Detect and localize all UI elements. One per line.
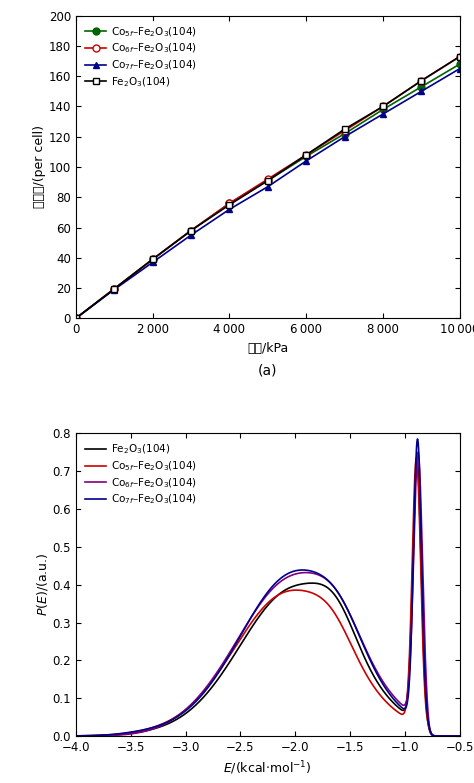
- Co$_{6f}$–Fe$_2$O$_3$(104): [249, 611, 255, 620]
- Fe$_2$O$_3$(104): [457, 731, 463, 741]
- Co$_{5f}$–Fe$_2$O$_3$(104): [265, 176, 271, 186]
- Line: Co$_{6f}$–Fe$_2$O$_3$(104): Co$_{6f}$–Fe$_2$O$_3$(104): [76, 452, 460, 736]
- Co$_{7f}$–Fe$_2$O$_3$(104): [457, 731, 463, 741]
- Co$_{6f}$–Fe$_2$O$_3$(104): [188, 226, 194, 235]
- Line: Fe$_2$O$_3$(104): Fe$_2$O$_3$(104): [73, 53, 463, 322]
- Text: (a): (a): [258, 364, 278, 377]
- Co$_{5f}$–Fe$_2$O$_3$(104): [414, 453, 419, 463]
- Co$_{5f}$–Fe$_2$O$_3$(104): [260, 604, 265, 613]
- Co$_{5f}$–Fe$_2$O$_3$(104): [249, 617, 255, 626]
- Co$_{6f}$–Fe$_2$O$_3$(104): [150, 254, 155, 264]
- Co$_{5f}$–Fe$_2$O$_3$(104): [188, 226, 194, 235]
- Co$_{7f}$–Fe$_2$O$_3$(104): [265, 182, 271, 191]
- Co$_{7f}$–Fe$_2$O$_3$(104): [73, 731, 79, 741]
- Co$_{6f}$–Fe$_2$O$_3$(104): [111, 284, 117, 294]
- Co$_{6f}$–Fe$_2$O$_3$(104): [260, 596, 265, 605]
- Co$_{7f}$–Fe$_2$O$_3$(104): [303, 157, 309, 166]
- Co$_{5f}$–Fe$_2$O$_3$(104): [457, 60, 463, 69]
- Co$_{7f}$–Fe$_2$O$_3$(104): [249, 611, 255, 620]
- Fe$_2$O$_3$(104): [414, 458, 420, 467]
- Fe$_2$O$_3$(104): [375, 679, 381, 688]
- Fe$_2$O$_3$(104): [265, 176, 271, 186]
- Co$_{5f}$–Fe$_2$O$_3$(104): [380, 105, 386, 114]
- Co$_{7f}$–Fe$_2$O$_3$(104): [415, 435, 420, 444]
- Fe$_2$O$_3$(104): [419, 76, 424, 85]
- Co$_{5f}$–Fe$_2$O$_3$(104): [73, 314, 79, 323]
- Co$_{7f}$–Fe$_2$O$_3$(104): [380, 110, 386, 119]
- Fe$_2$O$_3$(104): [249, 622, 255, 631]
- Fe$_2$O$_3$(104): [150, 254, 155, 264]
- Co$_{6f}$–Fe$_2$O$_3$(104): [73, 731, 79, 741]
- Fe$_2$O$_3$(104): [188, 226, 194, 235]
- Co$_{6f}$–Fe$_2$O$_3$(104): [415, 447, 421, 456]
- Fe$_2$O$_3$(104): [446, 731, 452, 741]
- Y-axis label: $P(E)$/(a.u.): $P(E)$/(a.u.): [35, 553, 50, 616]
- Co$_{6f}$–Fe$_2$O$_3$(104): [419, 76, 424, 85]
- Co$_{6f}$–Fe$_2$O$_3$(104): [73, 314, 79, 323]
- Legend: Fe$_2$O$_3$(104), Co$_{5f}$–Fe$_2$O$_3$(104), Co$_{6f}$–Fe$_2$O$_3$(104), Co$_{7: Fe$_2$O$_3$(104), Co$_{5f}$–Fe$_2$O$_3$(…: [81, 438, 201, 511]
- Co$_{5f}$–Fe$_2$O$_3$(104): [111, 284, 117, 294]
- Co$_{5f}$–Fe$_2$O$_3$(104): [342, 129, 347, 139]
- Fe$_2$O$_3$(104): [92, 731, 98, 740]
- Co$_{6f}$–Fe$_2$O$_3$(104): [446, 731, 451, 741]
- Fe$_2$O$_3$(104): [446, 731, 451, 741]
- Co$_{6f}$–Fe$_2$O$_3$(104): [303, 150, 309, 160]
- Co$_{5f}$–Fe$_2$O$_3$(104): [457, 731, 463, 741]
- Co$_{7f}$–Fe$_2$O$_3$(104): [375, 671, 381, 680]
- Co$_{5f}$–Fe$_2$O$_3$(104): [419, 82, 424, 92]
- Fe$_2$O$_3$(104): [380, 102, 386, 111]
- Co$_{7f}$–Fe$_2$O$_3$(104): [260, 594, 265, 604]
- Fe$_2$O$_3$(104): [111, 284, 117, 294]
- Co$_{7f}$–Fe$_2$O$_3$(104): [446, 731, 451, 741]
- Co$_{7f}$–Fe$_2$O$_3$(104): [188, 230, 194, 240]
- Co$_{6f}$–Fe$_2$O$_3$(104): [227, 199, 232, 208]
- Co$_{6f}$–Fe$_2$O$_3$(104): [375, 669, 381, 678]
- X-axis label: $E$/(kcal$\cdot$mol$^{-1}$): $E$/(kcal$\cdot$mol$^{-1}$): [223, 760, 312, 777]
- Co$_{5f}$–Fe$_2$O$_3$(104): [303, 152, 309, 161]
- Fe$_2$O$_3$(104): [342, 124, 347, 134]
- Fe$_2$O$_3$(104): [303, 150, 309, 160]
- Co$_{7f}$–Fe$_2$O$_3$(104): [73, 314, 79, 323]
- Co$_{5f}$–Fe$_2$O$_3$(104): [73, 731, 79, 741]
- Co$_{5f}$–Fe$_2$O$_3$(104): [150, 254, 155, 264]
- Co$_{6f}$–Fe$_2$O$_3$(104): [457, 52, 463, 61]
- Fe$_2$O$_3$(104): [227, 200, 232, 210]
- Co$_{7f}$–Fe$_2$O$_3$(104): [92, 731, 98, 740]
- Co$_{7f}$–Fe$_2$O$_3$(104): [111, 285, 117, 294]
- Y-axis label: 吸附量/(per cell): 吸附量/(per cell): [33, 125, 46, 208]
- Co$_{6f}$–Fe$_2$O$_3$(104): [342, 126, 347, 135]
- Co$_{6f}$–Fe$_2$O$_3$(104): [446, 731, 452, 741]
- Co$_{6f}$–Fe$_2$O$_3$(104): [457, 731, 463, 741]
- Co$_{6f}$–Fe$_2$O$_3$(104): [380, 102, 386, 111]
- Co$_{7f}$–Fe$_2$O$_3$(104): [419, 87, 424, 96]
- Co$_{7f}$–Fe$_2$O$_3$(104): [150, 258, 155, 267]
- Co$_{5f}$–Fe$_2$O$_3$(104): [375, 687, 381, 697]
- Fe$_2$O$_3$(104): [73, 314, 79, 323]
- Fe$_2$O$_3$(104): [457, 52, 463, 61]
- Co$_{7f}$–Fe$_2$O$_3$(104): [227, 204, 232, 214]
- Co$_{6f}$–Fe$_2$O$_3$(104): [265, 175, 271, 184]
- Fe$_2$O$_3$(104): [260, 608, 265, 617]
- Line: Co$_{7f}$–Fe$_2$O$_3$(104): Co$_{7f}$–Fe$_2$O$_3$(104): [76, 439, 460, 736]
- Co$_{5f}$–Fe$_2$O$_3$(104): [446, 731, 452, 741]
- Line: Co$_{6f}$–Fe$_2$O$_3$(104): Co$_{6f}$–Fe$_2$O$_3$(104): [73, 53, 463, 322]
- Line: Co$_{5f}$–Fe$_2$O$_3$(104): Co$_{5f}$–Fe$_2$O$_3$(104): [73, 60, 463, 322]
- Co$_{5f}$–Fe$_2$O$_3$(104): [92, 731, 98, 740]
- Fe$_2$O$_3$(104): [73, 731, 79, 741]
- Co$_{6f}$–Fe$_2$O$_3$(104): [92, 731, 98, 741]
- Co$_{7f}$–Fe$_2$O$_3$(104): [342, 132, 347, 142]
- Legend: Co$_{5f}$–Fe$_2$O$_3$(104), Co$_{6f}$–Fe$_2$O$_3$(104), Co$_{7f}$–Fe$_2$O$_3$(10: Co$_{5f}$–Fe$_2$O$_3$(104), Co$_{6f}$–Fe…: [81, 21, 201, 93]
- Co$_{5f}$–Fe$_2$O$_3$(104): [227, 199, 232, 208]
- Line: Co$_{7f}$–Fe$_2$O$_3$(104): Co$_{7f}$–Fe$_2$O$_3$(104): [73, 65, 463, 322]
- Co$_{7f}$–Fe$_2$O$_3$(104): [457, 64, 463, 74]
- Line: Fe$_2$O$_3$(104): Fe$_2$O$_3$(104): [76, 463, 460, 736]
- X-axis label: 逻度/kPa: 逻度/kPa: [247, 341, 289, 355]
- Line: Co$_{5f}$–Fe$_2$O$_3$(104): Co$_{5f}$–Fe$_2$O$_3$(104): [76, 458, 460, 736]
- Co$_{7f}$–Fe$_2$O$_3$(104): [446, 731, 452, 741]
- Co$_{5f}$–Fe$_2$O$_3$(104): [446, 731, 451, 741]
